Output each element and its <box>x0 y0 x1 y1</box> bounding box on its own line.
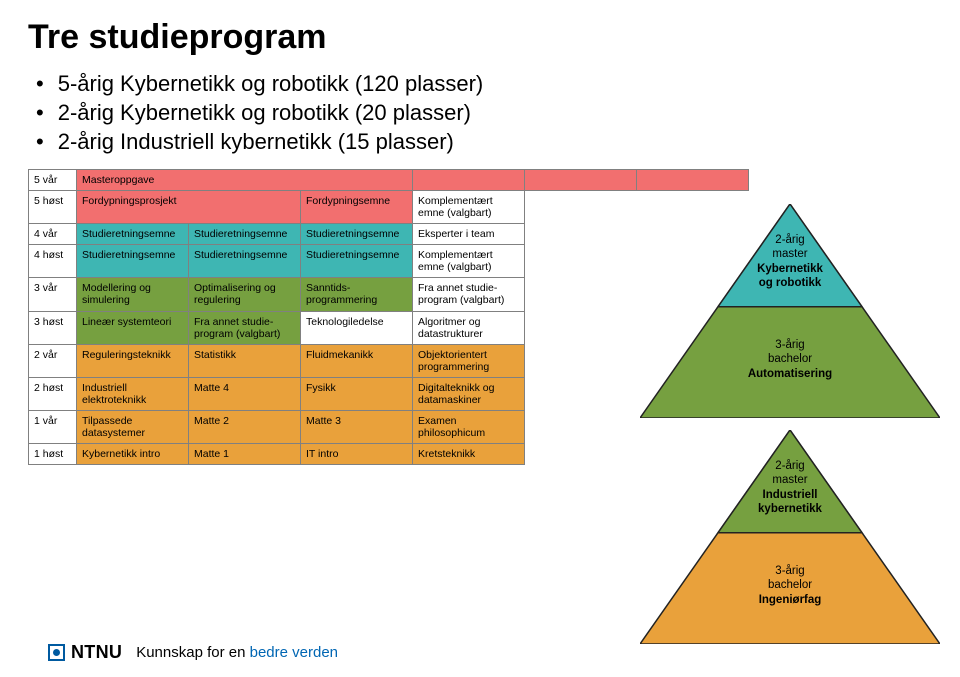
semester-cell: 4 vår <box>29 224 77 245</box>
course-cell: Algoritmer og datastrukturer <box>413 311 525 344</box>
pyramid-label: 3-årigbachelorAutomatisering <box>640 338 940 381</box>
semester-cell: 3 høst <box>29 311 77 344</box>
bullet-item: 2-årig Industriell kybernetikk (15 plass… <box>36 129 932 155</box>
semester-cell: 4 høst <box>29 245 77 278</box>
semester-cell: 1 vår <box>29 410 77 443</box>
course-cell: Modellering og simulering <box>77 278 189 311</box>
course-cell: Fra annet studie-program (valgbart) <box>189 311 301 344</box>
course-cell: Studieretningsemne <box>301 245 413 278</box>
course-cell: Masteroppgave <box>77 170 413 191</box>
course-cell: Lineær systemteori <box>77 311 189 344</box>
semester-cell: 1 høst <box>29 444 77 465</box>
course-cell: Studieretningsemne <box>189 224 301 245</box>
course-cell: Fra annet studie-program (valgbart) <box>413 278 525 311</box>
course-cell: Digitalteknikk og datamaskiner <box>413 377 525 410</box>
course-cell: Objektorientert programmering <box>413 344 525 377</box>
course-cell: Studieretningsemne <box>77 224 189 245</box>
course-cell <box>637 170 749 191</box>
course-cell: Matte 1 <box>189 444 301 465</box>
course-cell: Kretsteknikk <box>413 444 525 465</box>
course-cell: Komplementært emne (valgbart) <box>413 245 525 278</box>
course-cell: Kybernetikk intro <box>77 444 189 465</box>
footer-tagline: Kunnskap for en bedre verden <box>136 644 338 661</box>
pyramid-kybernetikk: 2-årigmasterKybernetikkog robotikk 3-årig… <box>640 204 940 418</box>
course-cell: Tilpassede datasystemer <box>77 410 189 443</box>
semester-cell: 2 høst <box>29 377 77 410</box>
semester-cell: 3 vår <box>29 278 77 311</box>
bullet-list: 5-årig Kybernetikk og robotikk (120 plas… <box>36 71 932 155</box>
course-cell: IT intro <box>301 444 413 465</box>
course-cell: Examen philosophicum <box>413 410 525 443</box>
course-cell: Fluidmekanikk <box>301 344 413 377</box>
semester-cell: 5 høst <box>29 191 77 224</box>
course-cell: Reguleringsteknikk <box>77 344 189 377</box>
course-cell: Statistikk <box>189 344 301 377</box>
pyramid-industriell: 2-årigmasterIndustriellkybernetikk 3-årig… <box>640 430 940 644</box>
course-cell: Matte 4 <box>189 377 301 410</box>
footer: NTNU Kunnskap for en bedre verden <box>48 642 338 663</box>
course-cell <box>413 170 525 191</box>
course-cell: Komplementært emne (valgbart) <box>413 191 525 224</box>
ntnu-logo-text: NTNU <box>71 642 122 663</box>
ntnu-logo-icon <box>48 644 65 661</box>
page-title: Tre studieprogram <box>28 18 932 57</box>
course-cell: Fordypningsemne <box>301 191 413 224</box>
course-cell <box>525 170 637 191</box>
course-cell: Industriell elektroteknikk <box>77 377 189 410</box>
ntnu-logo: NTNU <box>48 642 122 663</box>
course-cell: Optimalisering og regulering <box>189 278 301 311</box>
semester-cell: 2 vår <box>29 344 77 377</box>
course-cell: Studieretningsemne <box>301 224 413 245</box>
course-cell: Matte 2 <box>189 410 301 443</box>
course-cell: Studieretningsemne <box>189 245 301 278</box>
semester-cell: 5 vår <box>29 170 77 191</box>
course-cell: Fordypningsprosjekt <box>77 191 301 224</box>
course-cell: Sanntids-programmering <box>301 278 413 311</box>
pyramid-label: 2-årigmasterKybernetikkog robotikk <box>640 233 940 291</box>
course-cell: Fysikk <box>301 377 413 410</box>
course-cell: Eksperter i team <box>413 224 525 245</box>
course-cell: Teknologiledelse <box>301 311 413 344</box>
pyramid-label: 2-årigmasterIndustriellkybernetikk <box>640 459 940 517</box>
pyramid-label: 3-årigbachelorIngeniørfag <box>640 564 940 607</box>
course-cell: Studieretningsemne <box>77 245 189 278</box>
bullet-item: 5-årig Kybernetikk og robotikk (120 plas… <box>36 71 932 97</box>
course-cell: Matte 3 <box>301 410 413 443</box>
bullet-item: 2-årig Kybernetikk og robotikk (20 plass… <box>36 100 932 126</box>
